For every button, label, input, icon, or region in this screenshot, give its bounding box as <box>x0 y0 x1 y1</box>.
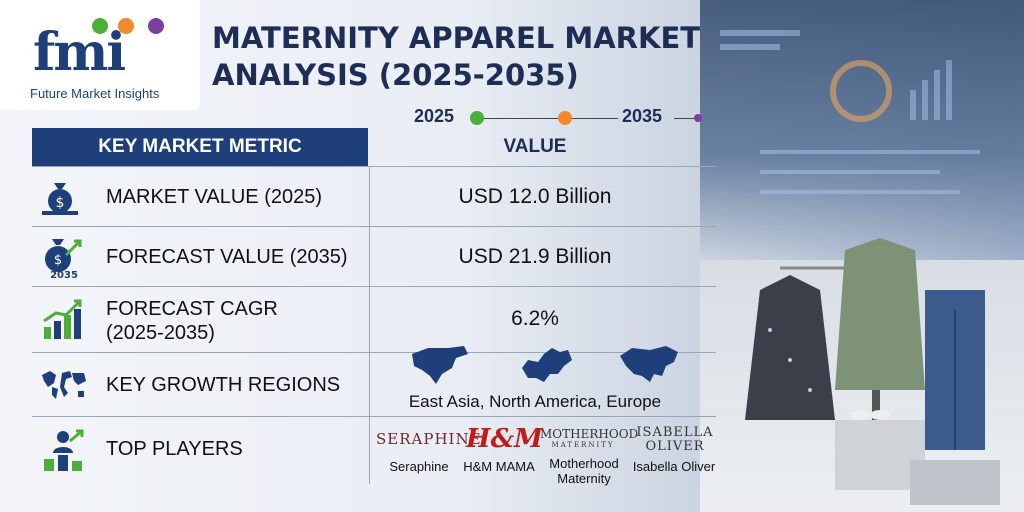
seraphine-logo: SERAPHINE <box>376 430 482 448</box>
fmi-logo: fmi Future Market Insights <box>0 0 200 110</box>
metric-label: FORECAST VALUE (2035) <box>106 246 348 268</box>
svg-text:$: $ <box>56 195 65 211</box>
podium-icon <box>44 429 84 471</box>
logo-dot-purple <box>148 18 164 34</box>
timeline-start: 2025 <box>414 106 455 126</box>
north-america-map-icon <box>412 346 468 384</box>
metric-value: USD 21.9 Billion <box>458 245 612 268</box>
svg-text:2035: 2035 <box>50 270 78 281</box>
motherhood-logo: MOTHERHOOD MATERNITY <box>540 427 639 450</box>
page-title: MATERNITY APPAREL MARKET ANALYSIS (2025-… <box>212 21 701 92</box>
table-row: $ MARKET VALUE (2025) USD 12.0 Billion <box>32 166 716 227</box>
logo-dot-green <box>92 18 108 34</box>
table-row: FORECAST CAGR (2025-2035) 6.2% <box>32 286 716 353</box>
europe-map-icon <box>522 348 572 382</box>
motherhood-logo-line1: MOTHERHOOD <box>540 427 639 441</box>
timeline-dot-purple <box>694 114 702 122</box>
metric-label-line1: FORECAST CAGR <box>106 298 278 320</box>
money-bag-icon: $ <box>42 183 78 215</box>
header-metric: KEY MARKET METRIC <box>32 128 368 166</box>
isabella-logo-line1: ISABELLA <box>636 425 714 440</box>
metric-label: FORECAST CAGR (2025-2035) <box>106 297 278 345</box>
timeline-end: 2035 <box>622 106 663 126</box>
timeline-dot-orange <box>558 111 572 125</box>
table-row: TOP PLAYERS <box>32 416 716 485</box>
player-name-line1: Motherhood <box>549 456 619 471</box>
player-name-line2: Maternity <box>557 471 611 486</box>
maternity-clothing-display <box>745 238 1000 505</box>
player-name: Isabella Oliver <box>632 459 716 474</box>
motherhood-logo-line2: MATERNITY <box>551 441 615 449</box>
header-value: VALUE <box>503 136 567 157</box>
isabella-logo-line2: OLIVER <box>645 439 705 454</box>
east-asia-map-icon <box>620 346 678 382</box>
player-name: Motherhood Maternity <box>538 456 630 486</box>
table-row: $ 2035 FORECAST VALUE (2035) USD 21.9 Bi… <box>32 226 716 287</box>
metric-value: USD 12.0 Billion <box>458 185 612 208</box>
logo-subtitle: Future Market Insights <box>30 86 160 101</box>
metric-label: TOP PLAYERS <box>106 438 243 460</box>
background-dashboard-screen <box>700 0 1024 260</box>
metric-label-line2: (2025-2035) <box>106 322 215 344</box>
hm-logo: H&M <box>466 424 543 454</box>
player-name: Seraphine <box>389 459 449 474</box>
isabella-oliver-logo: ISABELLA OLIVER <box>632 426 718 454</box>
timeline: 2025 2035 <box>412 106 712 132</box>
svg-text:$: $ <box>54 253 62 268</box>
logo-letters: fmi <box>33 22 126 83</box>
column-divider <box>369 166 370 484</box>
money-bag-growth-icon: $ 2035 <box>45 239 82 281</box>
growth-regions-value: East Asia, North America, Europe <box>408 392 662 411</box>
timeline-dot-green <box>470 111 484 125</box>
metric-label: MARKET VALUE (2025) <box>106 186 323 208</box>
player-name: H&M MAMA <box>463 459 535 474</box>
metric-label: KEY GROWTH REGIONS <box>106 374 341 396</box>
bar-growth-icon <box>43 299 82 339</box>
metric-value: 6.2% <box>511 307 559 330</box>
logo-dot-orange <box>118 18 134 34</box>
world-map-icon <box>42 371 86 399</box>
table-row: KEY GROWTH REGIONS <box>32 352 716 417</box>
